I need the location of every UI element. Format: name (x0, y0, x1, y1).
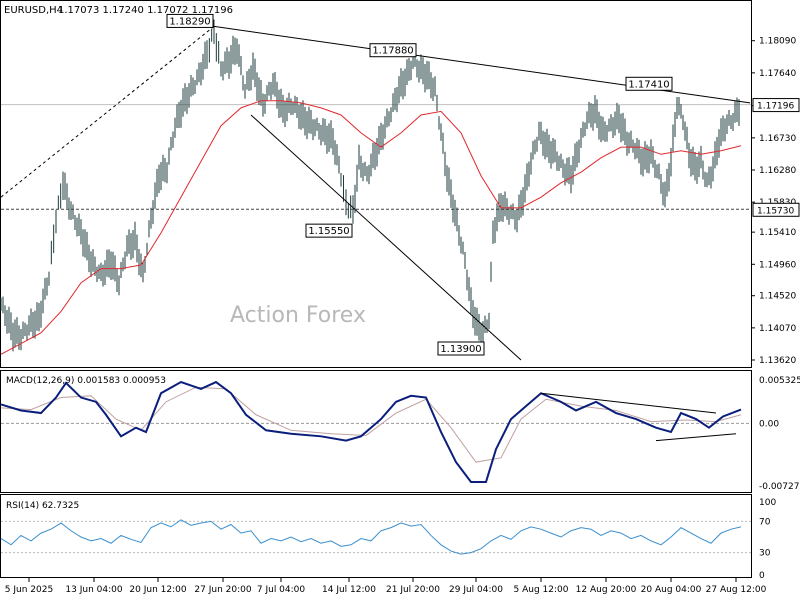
macd-axis-label: 0.005325 (759, 376, 800, 386)
time-axis-label: 21 Jul 20:00 (386, 585, 440, 595)
macd-axis-label: -0.007273 (759, 482, 800, 492)
time-axis-label: 14 Jul 12:00 (322, 585, 376, 595)
price-label: 1.17880 (372, 46, 413, 57)
time-axis-label: 20 Jun 12:00 (129, 585, 186, 595)
rsi-axis-label: 100 (759, 498, 776, 508)
price-label-box (625, 76, 673, 91)
moving-average-line (0, 100, 742, 355)
macd-line (0, 380, 742, 483)
price-axis-label: 1.16280 (759, 166, 796, 176)
price-axis-label: 1.15410 (759, 228, 796, 238)
price-layer: 1.18290 1.17880 1.17410 1.15550 1.13900 (0, 13, 751, 361)
price-label: 1.13900 (440, 344, 481, 355)
watermark: Action Forex (230, 303, 366, 328)
price-label: 1.18290 (169, 16, 210, 27)
price-axis-label: 1.16730 (759, 134, 796, 144)
macd-layer (0, 380, 751, 483)
time-axis-label: 20 Aug 04:00 (641, 585, 702, 595)
macd-panel-frame (0, 370, 752, 493)
price-axis-label: 1.14520 (759, 292, 796, 302)
time-axis-label: 5 Aug 12:00 (514, 585, 569, 595)
rsi-axis-label: 70 (759, 517, 771, 527)
support-label: 1.15730 (757, 206, 794, 216)
price-label-box (437, 341, 485, 356)
rsi-title: RSI(14) 62.7325 (6, 501, 79, 511)
macd-trendline (655, 433, 737, 442)
time-axis-label: 12 Aug 20:00 (576, 585, 637, 595)
ohlc-values: 1.17073 1.17240 1.17072 1.17196 (58, 5, 233, 16)
price-label: 1.15550 (308, 226, 349, 237)
rsi-axis-label: 30 (759, 549, 771, 559)
price-axis-label: 1.18090 (759, 37, 796, 47)
time-axis-label: 7 Jul 04:00 (257, 585, 306, 595)
current-price-label: 1.17196 (757, 102, 794, 112)
axis-layer: 1.180901.176401.171801.167301.162801.158… (5, 37, 800, 595)
time-axis-label: 5 Jun 2025 (5, 585, 53, 595)
time-axis-label: 13 Jun 04:00 (65, 585, 122, 595)
price-label-box (369, 43, 417, 58)
price-axis-label: 1.14070 (759, 324, 796, 334)
rsi-layer (0, 519, 751, 555)
rsi-line (0, 519, 742, 555)
macd-trendline (540, 392, 717, 414)
macd-axis-label: 0.00 (759, 419, 779, 429)
price-axis-label: 1.13620 (759, 356, 796, 366)
price-label-box (305, 223, 353, 238)
rsi-axis-label: 0 (759, 571, 765, 581)
symbol-label: EURUSD,H4 (4, 5, 63, 16)
price-trendline (0, 26, 215, 198)
price-axis-label: 1.17640 (759, 69, 796, 79)
time-axis-label: 27 Aug 12:00 (706, 585, 767, 595)
price-axis-label: 1.14960 (759, 260, 796, 270)
time-axis-label: 27 Jun 20:00 (194, 585, 251, 595)
time-axis-label: 29 Jul 04:00 (449, 585, 503, 595)
price-trendline (213, 25, 751, 104)
price-panel-frame (0, 0, 752, 368)
rsi-panel-frame (0, 494, 752, 578)
price-label: 1.17410 (628, 79, 669, 90)
macd-title: MACD(12,26,9) 0.001583 0.000953 (6, 376, 166, 386)
price-label-box (166, 13, 214, 28)
support-box (752, 202, 800, 217)
price-trendline (250, 114, 522, 361)
current-price-box (752, 98, 800, 113)
